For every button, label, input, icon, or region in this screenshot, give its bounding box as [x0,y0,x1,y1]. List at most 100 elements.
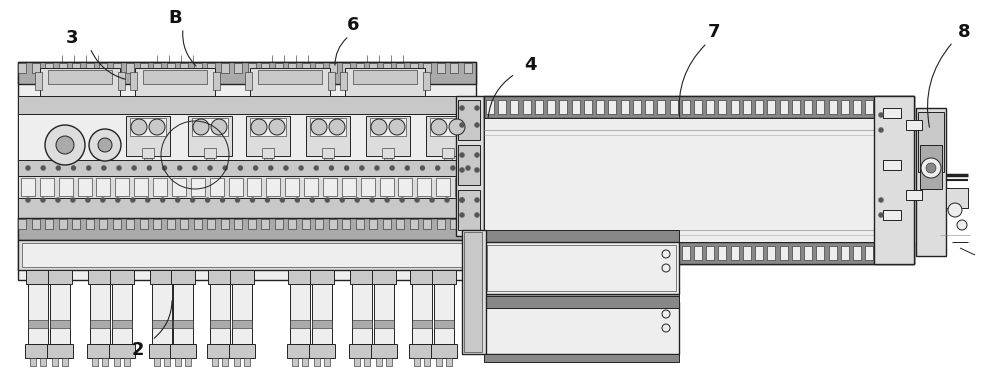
Bar [498,100,506,114]
Circle shape [475,123,480,128]
Bar [173,320,193,328]
Bar [315,219,323,229]
Bar [250,118,286,136]
Bar [164,358,170,366]
Bar [48,270,72,284]
Bar [275,219,283,229]
Bar [152,320,172,328]
Bar [18,240,476,270]
Text: 6: 6 [347,16,359,34]
Bar [829,246,837,260]
Bar [946,188,968,208]
Bar [30,358,36,366]
Circle shape [329,119,345,135]
Bar [109,344,135,358]
Bar [853,246,861,260]
Bar [510,246,518,260]
Bar [22,243,472,267]
Bar [780,246,788,260]
Bar [40,358,46,366]
Circle shape [56,166,61,171]
Circle shape [41,166,46,171]
Bar [349,344,375,358]
Circle shape [389,119,405,135]
Bar [841,246,849,260]
Circle shape [449,119,465,135]
Bar [246,116,290,156]
Bar [535,246,543,260]
Circle shape [430,197,435,202]
Bar [288,219,296,229]
Bar [430,118,466,136]
Circle shape [280,197,285,202]
Bar [342,63,350,73]
Bar [361,178,375,196]
Bar [370,118,406,136]
Circle shape [921,158,941,178]
Bar [206,158,214,166]
Circle shape [190,197,195,202]
Bar [780,100,788,114]
Circle shape [208,166,213,171]
Bar [486,100,494,114]
Bar [322,148,334,158]
Bar [324,158,332,166]
Circle shape [265,197,270,202]
Bar [248,219,256,229]
Circle shape [329,166,334,171]
Bar [608,246,616,260]
Circle shape [100,197,105,202]
Bar [143,70,207,84]
Bar [865,100,873,114]
Bar [134,178,148,196]
Circle shape [211,119,227,135]
Bar [792,246,800,260]
Bar [559,246,567,260]
Bar [261,219,269,229]
Bar [247,178,261,196]
Bar [464,63,472,73]
Circle shape [445,197,450,202]
Bar [180,63,188,73]
Bar [718,246,726,260]
Bar [72,63,80,73]
Circle shape [223,166,228,171]
Circle shape [177,166,182,171]
Circle shape [435,166,440,171]
Bar [464,219,472,229]
Bar [323,178,337,196]
Circle shape [340,197,345,202]
Bar [40,68,120,96]
Circle shape [238,166,243,171]
Bar [306,116,350,156]
Bar [450,63,458,73]
Bar [210,320,230,328]
Bar [292,358,298,366]
Circle shape [235,197,240,202]
Text: B: B [168,9,182,27]
Bar [437,63,445,73]
Bar [874,96,914,264]
Bar [210,284,230,344]
Bar [523,100,531,114]
Bar [412,320,432,328]
Bar [35,72,42,90]
Bar [52,358,58,366]
Bar [264,158,272,166]
Bar [290,320,310,328]
Bar [78,178,92,196]
Circle shape [460,197,464,202]
Bar [310,118,346,136]
Bar [248,63,256,73]
Bar [18,219,26,229]
Bar [396,63,404,73]
Circle shape [400,197,405,202]
Circle shape [56,136,74,154]
Bar [356,63,364,73]
Circle shape [405,166,410,171]
Bar [312,320,332,328]
Bar [484,118,874,242]
Circle shape [325,197,330,202]
Bar [150,270,174,284]
Bar [72,219,80,229]
